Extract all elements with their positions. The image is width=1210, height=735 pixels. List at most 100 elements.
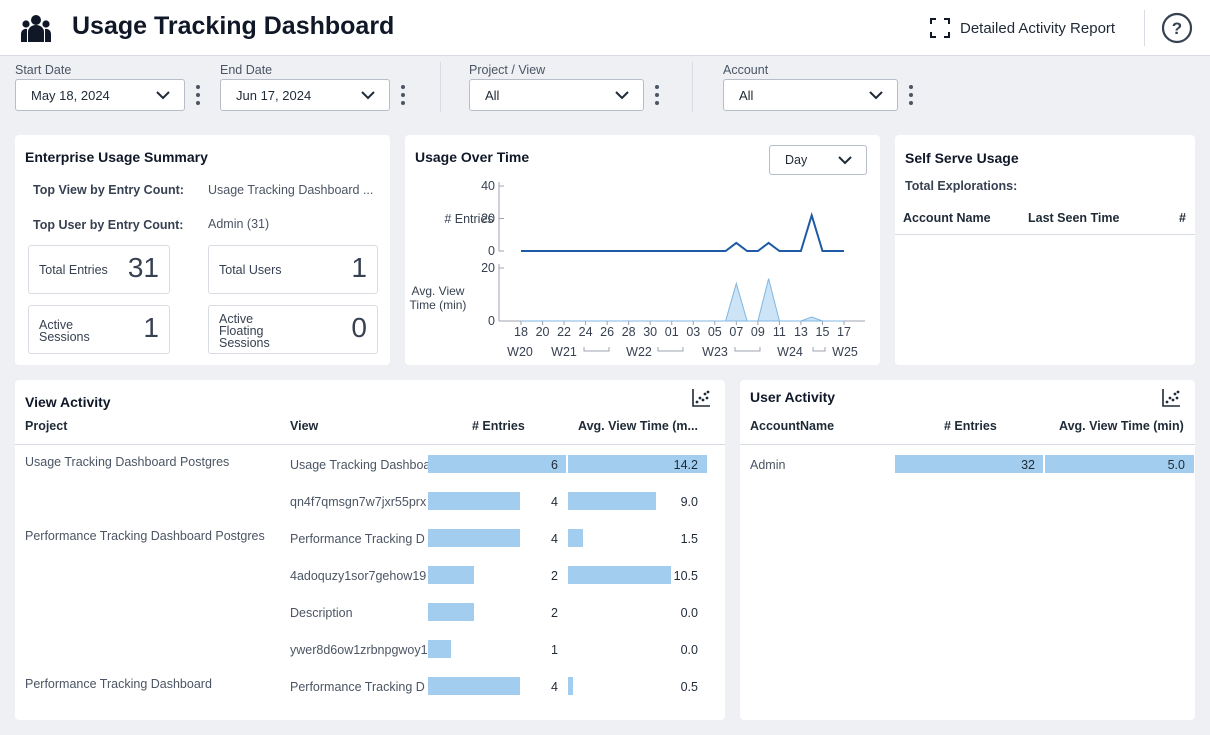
help-icon[interactable]: ?: [1161, 12, 1193, 44]
entries-bar: [428, 566, 474, 584]
total-entries-stat: Total Entries 31: [28, 245, 170, 294]
column-header-last-seen[interactable]: Last Seen Time: [1028, 211, 1120, 225]
entries-value: 4: [551, 680, 558, 694]
filter-divider: [440, 62, 441, 112]
column-header-entries[interactable]: # Entries: [944, 419, 997, 433]
start-date-select[interactable]: May 18, 2024: [15, 79, 185, 111]
entries-bar: [428, 492, 520, 510]
column-header-avg-view-time[interactable]: Avg. View Time (min): [1059, 419, 1184, 433]
avg-view-time-bar: [568, 492, 656, 510]
stat-label: Total Entries: [39, 263, 108, 277]
avg-view-time-area: [521, 278, 844, 322]
enterprise-usage-summary-card: Enterprise Usage Summary Top View by Ent…: [15, 135, 390, 365]
stat-label-line: Active: [219, 312, 254, 326]
stat-label-line: Active: [39, 318, 74, 332]
view-cell: Description: [290, 606, 353, 620]
project-cell: Performance Tracking Dashboard Postgres: [25, 529, 265, 543]
end-date-select[interactable]: Jun 17, 2024: [220, 79, 390, 111]
project-cell: Usage Tracking Dashboard Postgres: [25, 455, 230, 469]
account-label: Account: [723, 63, 769, 77]
entries-value: 4: [551, 495, 558, 509]
x-tick-label: 13: [794, 325, 808, 339]
scatter-plot-icon[interactable]: [1161, 388, 1181, 408]
week-bracket: [583, 347, 610, 352]
start-date-label: Start Date: [15, 63, 72, 77]
x-tick-label: 05: [708, 325, 722, 339]
view-cell: Performance Tracking D: [290, 532, 425, 546]
stat-value: 1: [351, 252, 367, 283]
user-activity-title: User Activity: [750, 389, 836, 405]
y-tick-label: 40: [481, 179, 495, 193]
filter-divider: [692, 62, 693, 112]
column-header-view[interactable]: View: [290, 419, 319, 433]
avg-view-time-value: 1.5: [680, 532, 698, 546]
active-sessions-stat: Active Sessions 1: [28, 305, 170, 354]
column-header-account-name[interactable]: Account Name: [903, 211, 991, 225]
view-cell: Performance Tracking D: [290, 680, 425, 694]
x-tick-label: 18: [514, 325, 528, 339]
chevron-down-icon: [838, 156, 852, 165]
self-serve-usage-card: Self Serve Usage Total Explorations: Acc…: [895, 135, 1195, 365]
scatter-plot-icon[interactable]: [691, 388, 711, 408]
entries-value: 6: [551, 458, 558, 472]
report-label: Detailed Activity Report: [960, 19, 1116, 37]
x-tick-label: 30: [643, 325, 657, 339]
entries-bar: [428, 603, 474, 621]
page-title: Usage Tracking Dashboard: [72, 12, 395, 40]
end-date-menu-icon[interactable]: [400, 84, 406, 106]
week-label: W22: [626, 345, 652, 359]
x-tick-label: 09: [751, 325, 765, 339]
account-select[interactable]: All: [723, 79, 898, 111]
project-view-label: Project / View: [469, 63, 546, 77]
project-view-select[interactable]: All: [469, 79, 644, 111]
end-date-label: End Date: [220, 63, 273, 77]
x-tick-label: 20: [536, 325, 550, 339]
view-cell: qn4f7qmsgn7w7jxr55prx: [290, 495, 427, 509]
project-view-menu-icon[interactable]: [654, 84, 660, 106]
week-label: W21: [551, 345, 577, 359]
x-tick-label: 03: [686, 325, 700, 339]
view-activity-title: View Activity: [25, 394, 111, 410]
detailed-activity-report-button[interactable]: Detailed Activity Report: [930, 17, 1115, 39]
x-tick-label: 24: [579, 325, 593, 339]
chevron-down-icon: [156, 91, 170, 100]
stat-label-line: Sessions: [39, 330, 90, 344]
start-date-value: May 18, 2024: [31, 87, 110, 103]
start-date-menu-icon[interactable]: [195, 84, 201, 106]
users-icon: [20, 15, 52, 42]
x-tick-label: 22: [557, 325, 571, 339]
y-axis-title: Avg. View: [412, 284, 465, 298]
account-menu-icon[interactable]: [908, 84, 914, 106]
entries-value: 2: [551, 569, 558, 583]
stat-value: 0: [351, 312, 367, 343]
week-bracket: [657, 347, 684, 352]
total-explorations-label: Total Explorations:: [905, 179, 1018, 193]
y-axis-title: # Entries: [444, 212, 493, 226]
entries-bar: [428, 455, 566, 473]
avg-view-time-value: 0.0: [680, 606, 698, 620]
avg-view-time-value: 14.2: [673, 458, 698, 472]
x-tick-label: 15: [816, 325, 830, 339]
app-header: Usage Tracking Dashboard Detailed Activi…: [0, 0, 1210, 56]
y-axis-title: Time (min): [410, 298, 467, 312]
user-activity-card: User Activity AccountName # Entries Avg.…: [740, 380, 1195, 720]
header-divider: [15, 444, 725, 445]
column-header-project[interactable]: Project: [25, 419, 68, 433]
y-tick-label: 0: [488, 244, 495, 258]
account-cell: Admin: [750, 458, 786, 472]
granularity-value: Day: [785, 153, 808, 167]
view-cell: Usage Tracking Dashboard: [290, 458, 428, 472]
column-header-entries[interactable]: # Entries: [472, 419, 525, 433]
granularity-select[interactable]: Day: [769, 145, 867, 175]
avg-view-time-bar: [568, 566, 671, 584]
chevron-down-icon: [615, 91, 629, 100]
account-value: All: [739, 87, 754, 103]
entries-value: 32: [1021, 458, 1035, 472]
top-user-value: Admin (31): [208, 217, 270, 231]
column-header-account-name[interactable]: AccountName: [750, 419, 835, 433]
y-tick-label: 20: [481, 212, 495, 226]
column-header-avg-view-time[interactable]: Avg. View Time (m...: [578, 419, 698, 433]
week-label: W24: [777, 345, 803, 359]
column-header-count[interactable]: #: [1179, 211, 1186, 225]
top-view-label: Top View by Entry Count:: [33, 183, 184, 197]
